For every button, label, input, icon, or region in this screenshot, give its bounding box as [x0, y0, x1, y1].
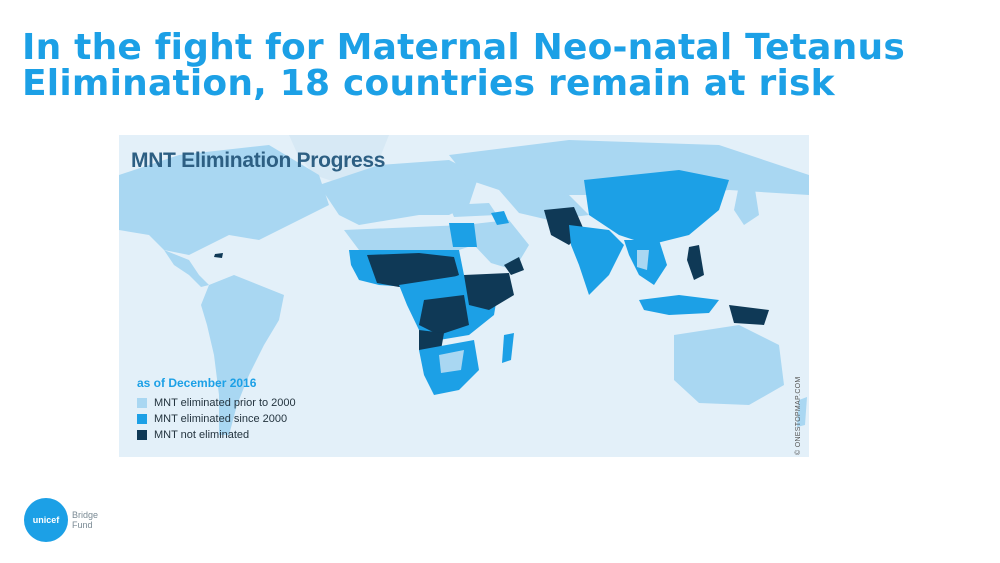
legend-item: MNT eliminated prior to 2000	[137, 395, 296, 411]
brand-logo: unicef Bridge Fund	[24, 498, 98, 542]
mnt-map: MNT Elimination Progress as of December …	[119, 135, 809, 457]
new-zealand	[797, 397, 807, 427]
north-africa	[344, 225, 474, 250]
brand-line-1: Bridge	[72, 510, 99, 520]
australia	[674, 325, 784, 405]
brand-name: Bridge Fund	[72, 510, 98, 530]
egypt	[449, 223, 477, 247]
thailand	[637, 250, 649, 270]
slide-title: In the fight for Maternal Neo-natal Teta…	[22, 27, 905, 104]
china	[584, 170, 729, 245]
drc	[419, 295, 469, 335]
world-map-graphic	[119, 135, 809, 457]
sahel-not-eliminated	[367, 253, 459, 287]
haiti	[214, 253, 223, 258]
south-america	[201, 275, 284, 435]
map-legend: as of December 2016 MNT eliminated prior…	[137, 376, 296, 443]
middle-east	[464, 220, 529, 270]
iraq	[491, 211, 509, 225]
brand-line-2: Fund	[72, 520, 93, 530]
southern-africa-early	[439, 350, 464, 373]
philippines	[687, 245, 704, 280]
central-america	[164, 250, 209, 287]
map-credit: © ONESTOPMAP.COM	[795, 376, 802, 455]
yemen	[504, 257, 524, 275]
legend-label: MNT not eliminated	[154, 429, 250, 441]
angola	[419, 330, 444, 350]
madagascar	[502, 333, 514, 363]
legend-swatch-eliminated-prior-2000	[137, 398, 147, 408]
north-america	[119, 145, 329, 255]
turkey	[449, 203, 497, 217]
legend-heading: as of December 2016	[137, 376, 257, 390]
legend-item: MNT not eliminated	[137, 427, 296, 443]
indonesia	[639, 295, 719, 315]
horn-of-africa	[464, 273, 514, 310]
legend-swatch-eliminated-since-2000	[137, 414, 147, 424]
legend-label: MNT eliminated prior to 2000	[154, 397, 296, 409]
map-title: MNT Elimination Progress	[131, 149, 386, 172]
india	[569, 225, 624, 295]
legend-label: MNT eliminated since 2000	[154, 413, 288, 425]
japan	[734, 183, 759, 225]
papua-new-guinea	[729, 305, 769, 325]
europe	[319, 160, 479, 225]
legend-swatch-not-eliminated	[137, 430, 147, 440]
unicef-logo: unicef	[24, 498, 68, 542]
legend-item: MNT eliminated since 2000	[137, 411, 296, 427]
